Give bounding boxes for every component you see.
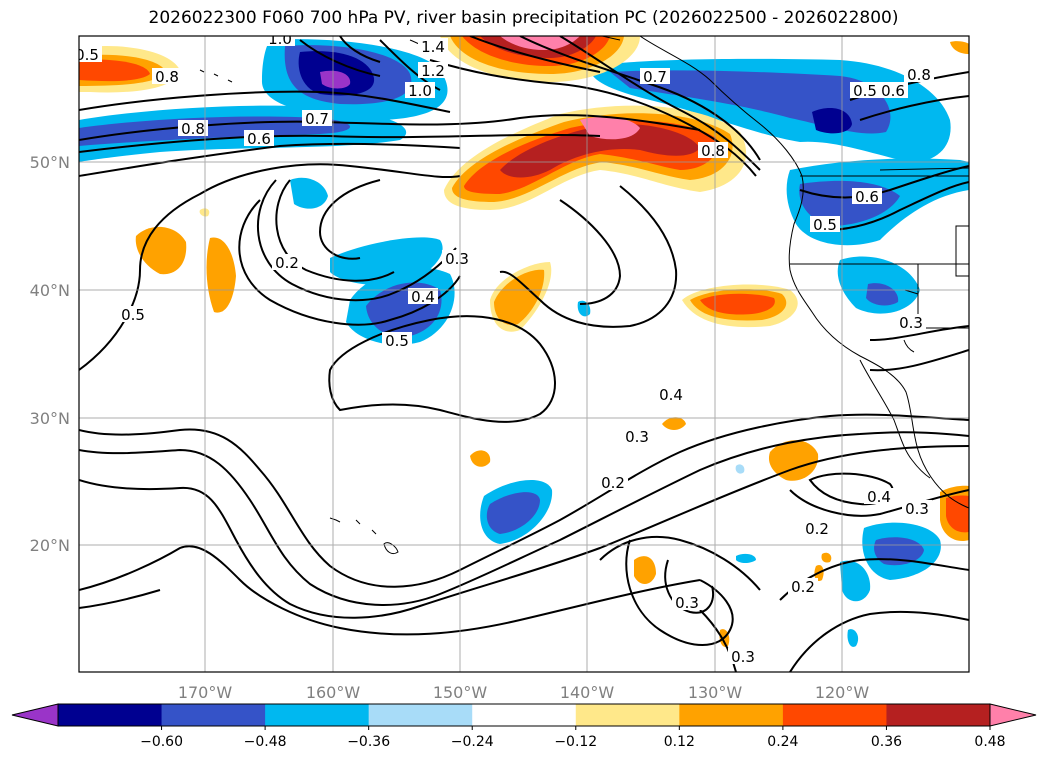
- lat-tick: 30°N: [30, 409, 70, 428]
- colorbar: −0.60 −0.48 −0.36 −0.24 −0.12 0.12 0.24 0.36 0.4…: [11, 703, 1037, 750]
- lon-tick: 170°W: [178, 683, 233, 702]
- colorbar-cell: [886, 704, 991, 726]
- contour-label: 0.4: [411, 288, 435, 306]
- contour-labels: 1.0 1.4 1.2 1.0 0.8 0.7 0.6 0.8 0.7 0.8 …: [75, 30, 934, 666]
- latitude-ticks: 50°N 40°N 30°N 20°N: [30, 153, 70, 555]
- colorbar-tick-label: −0.36: [347, 734, 390, 750]
- colorbar-tick-label: −0.24: [451, 734, 494, 750]
- map-area: 1.0 1.4 1.2 1.0 0.8 0.7 0.6 0.8 0.7 0.8 …: [75, 30, 969, 672]
- lon-tick: 120°W: [815, 683, 870, 702]
- contour-label: 0.2: [275, 254, 299, 272]
- contour-label: 1.0: [268, 30, 292, 48]
- contour-label: 0.8: [155, 68, 179, 86]
- lon-tick: 130°W: [688, 683, 743, 702]
- contour-label: 0.7: [305, 110, 329, 128]
- colorbar-cell: [58, 704, 163, 726]
- contour-label: 0.6: [881, 82, 905, 100]
- colorbar-cell: [368, 704, 473, 726]
- contour-label: 0.5: [385, 332, 409, 350]
- contour-label: 0.8: [907, 66, 931, 84]
- colorbar-tick-label: 0.36: [871, 734, 902, 750]
- contour-label: 0.4: [867, 488, 891, 506]
- lon-tick: 150°W: [433, 683, 488, 702]
- lat-tick: 40°N: [30, 281, 70, 300]
- colorbar-cell: [782, 704, 887, 726]
- contour-label: 0.2: [791, 578, 815, 596]
- contour-label: 1.0: [408, 82, 432, 100]
- longitude-ticks: 170°W 160°W 150°W 140°W 130°W 120°W: [178, 683, 870, 702]
- contour-label: 0.3: [625, 428, 649, 446]
- map-frame: [78, 35, 970, 673]
- colorbar-tick-label: −0.12: [554, 734, 597, 750]
- colorbar-cell: [265, 704, 370, 726]
- contour-label: 0.3: [731, 648, 755, 666]
- contour-label: 0.2: [805, 520, 829, 538]
- colorbar-cell: [161, 704, 266, 726]
- colorbar-cell: [679, 704, 784, 726]
- contour-label: 0.6: [855, 188, 879, 206]
- contour-label: 0.5: [75, 46, 99, 64]
- lon-tick: 140°W: [560, 683, 615, 702]
- contour-label: 0.3: [445, 250, 469, 268]
- contour-label: 0.8: [701, 142, 725, 160]
- lon-tick: 160°W: [306, 683, 361, 702]
- contour-label: 0.5: [813, 216, 837, 234]
- contour-label: 0.8: [181, 120, 205, 138]
- colorbar-cell: [472, 704, 577, 726]
- contour-label: 0.4: [659, 386, 683, 404]
- gridlines: [79, 36, 969, 672]
- colorbar-extend-max: [990, 704, 1036, 726]
- contour-label: 0.3: [899, 314, 923, 332]
- lat-tick: 50°N: [30, 153, 70, 172]
- contour-label: 0.5: [853, 82, 877, 100]
- chart-title: 2026022300 F060 700 hPa PV, river basin …: [148, 8, 899, 28]
- colorbar-extend-min: [12, 704, 58, 726]
- colorbar-tick-label: 0.24: [767, 734, 798, 750]
- contour-label: 0.3: [905, 500, 929, 518]
- colorbar-tick-label: −0.48: [244, 734, 287, 750]
- colorbar-tick-label: 0.48: [974, 734, 1005, 750]
- contour-label: 0.3: [675, 594, 699, 612]
- contour-label: 0.5: [121, 306, 145, 324]
- positive-anomaly-fields: [79, 36, 969, 647]
- pv-contours: [79, 36, 969, 672]
- lat-tick: 20°N: [30, 536, 70, 555]
- contour-label: 0.6: [247, 130, 271, 148]
- contour-label: 0.2: [601, 474, 625, 492]
- colorbar-tick-label: 0.12: [664, 734, 695, 750]
- colorbar-cell: [575, 704, 680, 726]
- contour-label: 1.4: [421, 38, 445, 56]
- contour-label: 1.2: [421, 62, 445, 80]
- colorbar-tick-label: −0.60: [140, 734, 183, 750]
- contour-label: 0.7: [643, 68, 667, 86]
